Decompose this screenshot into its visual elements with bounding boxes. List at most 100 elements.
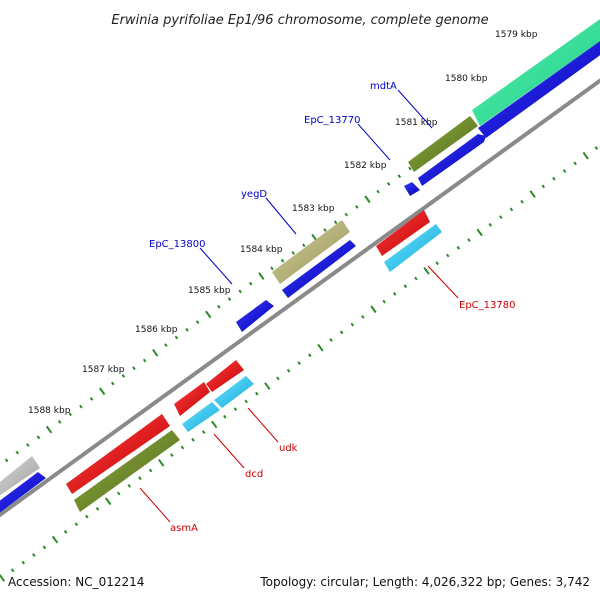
cds-mdtA[interactable] — [408, 116, 478, 172]
minor-tick — [10, 568, 15, 573]
minor-tick — [308, 353, 312, 358]
minor-tick — [233, 407, 238, 411]
gene-label-leaders — [139, 89, 459, 523]
minor-tick — [562, 169, 567, 173]
tick-label: 1587 kbp — [82, 365, 125, 375]
minor-tick — [217, 304, 221, 309]
tick-label: 1586 kbp — [135, 325, 178, 335]
minor-tick — [291, 251, 295, 255]
minor-tick — [414, 276, 418, 281]
leader-udk — [247, 407, 279, 443]
minor-tick — [386, 182, 391, 186]
minor-tick — [170, 453, 174, 457]
minor-tick — [201, 430, 206, 434]
minor-tick — [26, 443, 30, 447]
minor-tick — [195, 320, 200, 324]
minor-tick — [488, 222, 493, 227]
major-tick — [158, 459, 165, 467]
minor-tick — [63, 530, 68, 534]
cds-EpC_13780-cyan[interactable] — [384, 224, 442, 272]
minor-tick — [541, 184, 546, 189]
gene-label-EpC_13800[interactable]: EpC_13800 — [149, 239, 205, 250]
major-tick — [529, 190, 536, 198]
major-tick — [45, 425, 53, 434]
cds-blue-long-1[interactable] — [478, 34, 600, 138]
cds-EpC_13780-red[interactable] — [376, 210, 430, 256]
minor-tick — [344, 212, 349, 217]
minor-tick — [280, 258, 285, 263]
minor-tick — [376, 189, 380, 194]
minor-tick — [248, 281, 253, 286]
gene-label-dcd[interactable]: dcd — [245, 469, 263, 480]
leader-EpC_13800 — [199, 247, 233, 285]
minor-tick — [254, 391, 259, 396]
minor-tick — [392, 292, 397, 296]
minor-tick — [355, 205, 359, 209]
major-tick — [258, 272, 265, 280]
genome-summary-text: Topology: circular; Length: 4,026,322 bp… — [259, 575, 590, 589]
leader-EpC_13770 — [357, 123, 391, 161]
minor-tick — [435, 261, 439, 266]
cds-small-blue[interactable] — [404, 182, 420, 196]
minor-tick — [164, 343, 168, 347]
major-tick — [205, 310, 212, 319]
minor-tick — [121, 374, 126, 378]
cds-blue-arrow-1585[interactable] — [236, 300, 274, 332]
minor-tick — [238, 289, 242, 294]
major-tick — [51, 535, 59, 544]
cds-yegD[interactable] — [272, 220, 350, 284]
minor-tick — [520, 199, 524, 204]
minor-tick — [339, 330, 344, 335]
gene-label-yegD[interactable]: yegD — [241, 189, 267, 200]
gene-labels: mdtA EpC_13770 yegD EpC_13800 EpC_13780 … — [149, 81, 515, 534]
cds-grey-feature[interactable] — [0, 456, 40, 502]
minor-tick — [552, 176, 556, 181]
cds-blue-left[interactable] — [0, 472, 46, 520]
tick-label: 1580 kbp — [445, 74, 488, 84]
major-tick — [0, 574, 6, 582]
minor-tick — [302, 243, 306, 248]
cds-red-udk-1[interactable] — [206, 360, 244, 392]
accession-text: Accession: NC_012214 — [8, 575, 144, 589]
minor-tick — [509, 207, 514, 212]
minor-tick — [350, 322, 355, 327]
gene-label-mdtA[interactable]: mdtA — [370, 81, 397, 92]
minor-tick — [74, 522, 79, 527]
minor-tick — [21, 560, 26, 565]
major-tick — [370, 305, 377, 314]
genome-backbone — [0, 78, 600, 518]
cds-dcd[interactable] — [182, 402, 220, 432]
cds-asmA[interactable] — [74, 430, 180, 512]
gene-label-EpC_13770[interactable]: EpC_13770 — [304, 115, 360, 126]
cds-red-asmA[interactable] — [66, 414, 170, 494]
cds-EpC_13770[interactable] — [418, 134, 486, 186]
major-tick — [582, 151, 589, 160]
leader-EpC_13780 — [427, 265, 459, 299]
gene-label-EpC_13780[interactable]: EpC_13780 — [459, 300, 515, 311]
cds-green-feature[interactable] — [472, 12, 600, 126]
cds-red-udk-2[interactable] — [174, 382, 210, 416]
minor-tick — [297, 361, 301, 365]
map-title: Erwinia pyrifoliae Ep1/96 chromosome, co… — [111, 13, 488, 28]
leader-yegD — [265, 197, 297, 235]
minor-tick — [85, 514, 89, 519]
major-tick — [152, 349, 159, 357]
minor-tick — [116, 491, 121, 496]
gene-label-asmA[interactable]: asmA — [170, 523, 198, 534]
gene-label-udk[interactable]: udk — [279, 443, 298, 454]
tick-labels: 1579 kbp 1580 kbp 1581 kbp 1582 kbp 1583… — [28, 30, 538, 416]
minor-tick — [594, 146, 599, 150]
leader-asmA — [139, 487, 171, 523]
minor-tick — [276, 376, 280, 381]
minor-tick — [333, 220, 338, 225]
minor-tick — [445, 253, 450, 258]
minor-tick — [132, 366, 136, 371]
major-tick — [98, 387, 106, 396]
minor-tick — [185, 327, 189, 332]
cds-EpC_13800[interactable] — [282, 240, 356, 298]
cds-udk[interactable] — [214, 376, 254, 408]
leader-mdtA — [397, 89, 433, 129]
minor-tick — [127, 484, 132, 488]
minor-tick — [329, 338, 333, 342]
